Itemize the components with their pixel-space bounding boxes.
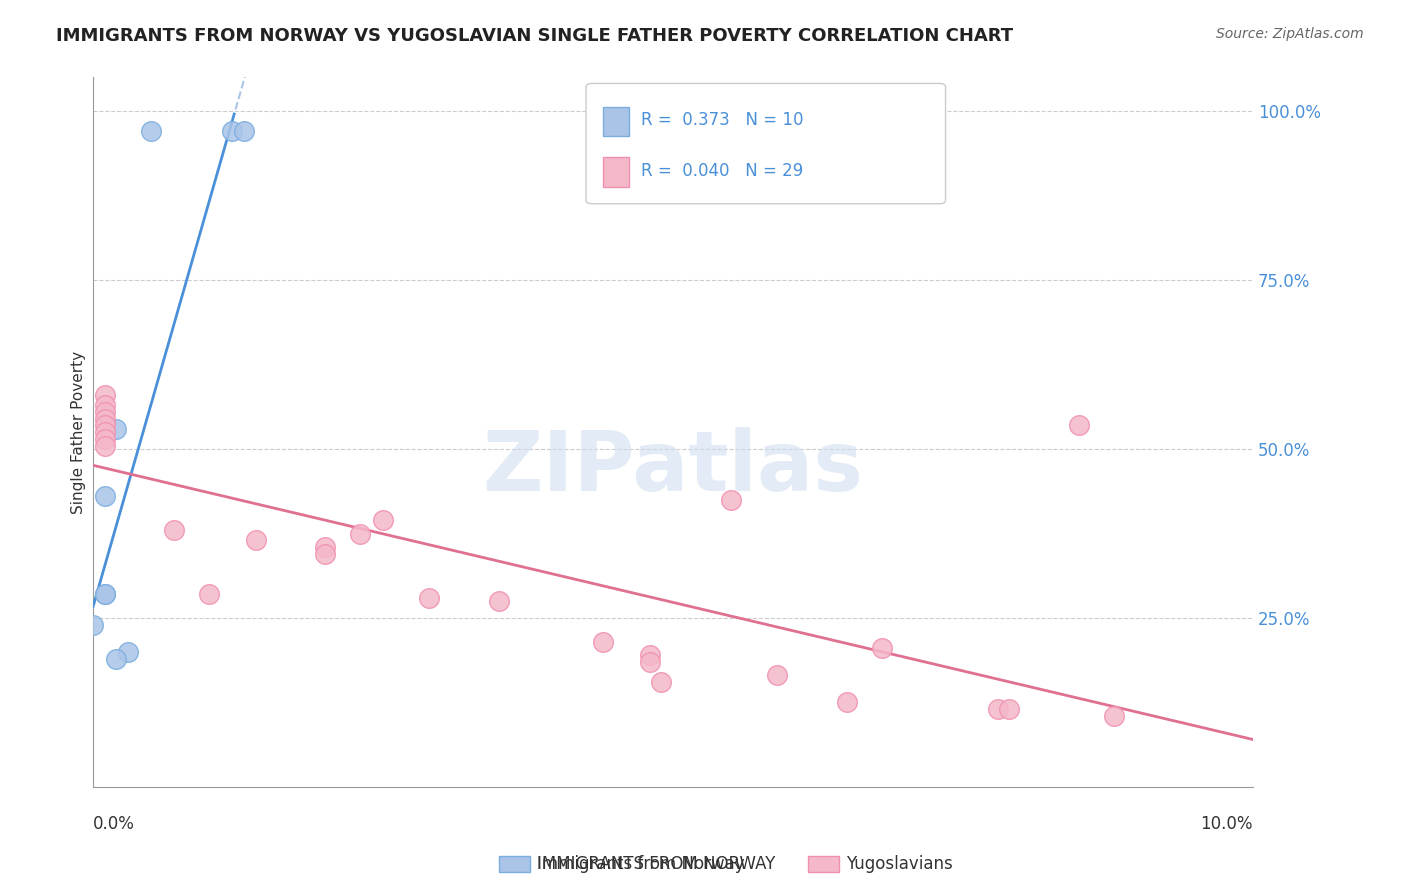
Bar (603, 157, 628, 186)
Point (314, 540, 336, 554)
Point (221, 124, 243, 138)
Point (94, 489, 117, 503)
Point (198, 587, 221, 601)
Point (835, 696, 858, 710)
Point (371, 513, 394, 527)
Point (638, 655, 661, 669)
Point (94, 411, 117, 425)
Text: IMMIGRANTS FROM NORWAY: IMMIGRANTS FROM NORWAY (537, 855, 776, 873)
Point (141, 124, 163, 138)
Point (1067, 418, 1090, 433)
Bar (603, 106, 628, 136)
Point (117, 645, 139, 659)
Point (987, 702, 1010, 716)
Point (94, 587, 117, 601)
Text: Source: ZipAtlas.com: Source: ZipAtlas.com (1216, 27, 1364, 41)
Point (245, 533, 267, 548)
Point (232, 124, 254, 138)
Text: Yugoslavians: Yugoslavians (846, 855, 953, 873)
Point (163, 523, 186, 537)
Text: Immigrants from Norway: Immigrants from Norway (537, 855, 745, 873)
Point (94, 418, 117, 433)
Point (418, 591, 440, 605)
Text: 0.0%: 0.0% (93, 815, 135, 833)
Point (650, 675, 672, 690)
Point (766, 668, 789, 682)
Point (488, 594, 510, 608)
Text: IMMIGRANTS FROM NORWAY VS YUGOSLAVIAN SINGLE FATHER POVERTY CORRELATION CHART: IMMIGRANTS FROM NORWAY VS YUGOSLAVIAN SI… (56, 27, 1014, 45)
Point (592, 634, 614, 648)
Point (105, 422, 128, 436)
Point (349, 526, 371, 541)
Y-axis label: Single Father Poverty: Single Father Poverty (72, 351, 86, 514)
Point (105, 651, 128, 665)
FancyBboxPatch shape (586, 84, 945, 203)
Point (314, 547, 336, 561)
Point (1102, 709, 1125, 723)
Text: R =  0.373   N = 10: R = 0.373 N = 10 (641, 112, 803, 129)
Point (720, 492, 742, 507)
Point (94, 425, 117, 440)
Point (82, 617, 104, 632)
Point (94, 388, 117, 402)
Text: 10.0%: 10.0% (1201, 815, 1253, 833)
Point (638, 648, 661, 662)
Point (94, 439, 117, 453)
Text: R =  0.040   N = 29: R = 0.040 N = 29 (641, 162, 803, 180)
Point (94, 398, 117, 412)
Text: ZIPatlas: ZIPatlas (482, 427, 863, 508)
Point (998, 702, 1021, 716)
Point (94, 432, 117, 446)
Point (870, 641, 893, 656)
Point (94, 405, 117, 419)
Point (94, 587, 117, 601)
